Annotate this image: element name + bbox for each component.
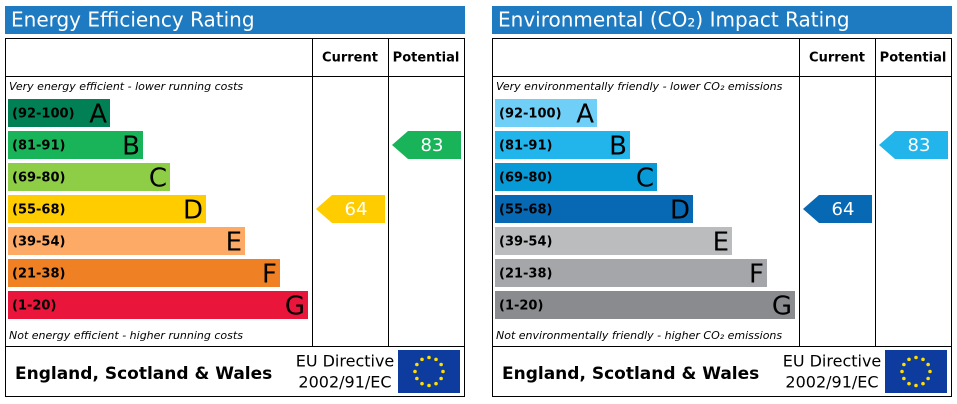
flag-star xyxy=(921,381,925,386)
column-header: Current xyxy=(322,51,378,66)
band-range: (39-54) xyxy=(499,235,552,250)
band-letter: B xyxy=(122,132,140,162)
rating-band xyxy=(8,99,110,127)
band-range: (92-100) xyxy=(12,107,75,122)
flag-star xyxy=(926,376,930,381)
frame xyxy=(5,38,465,397)
band-letter: D xyxy=(670,196,690,226)
title-bar xyxy=(5,6,465,34)
flag-star xyxy=(441,369,445,374)
flag-star xyxy=(415,362,419,367)
band-letter: F xyxy=(749,260,764,290)
flag-star xyxy=(902,376,906,381)
rating-band xyxy=(495,99,597,127)
rating-value: 64 xyxy=(832,199,855,220)
band-range: (69-80) xyxy=(499,171,552,186)
flag-star xyxy=(439,376,443,381)
rating-value: 83 xyxy=(908,135,931,156)
band-range: (55-68) xyxy=(499,203,552,218)
band-letter: C xyxy=(149,164,167,194)
band-letter: C xyxy=(636,164,654,194)
rating-arrow xyxy=(392,131,461,159)
flag-star xyxy=(914,383,918,388)
flag-star xyxy=(900,369,904,374)
band-range: (81-91) xyxy=(12,139,65,154)
bottom-note: Not energy efficient - higher running co… xyxy=(9,329,243,342)
flag-star xyxy=(434,381,438,386)
rating-band xyxy=(8,227,245,255)
band-letter: B xyxy=(609,132,627,162)
band-range: (21-38) xyxy=(12,267,65,282)
rating-value: 83 xyxy=(421,135,444,156)
flag-star xyxy=(907,357,911,362)
rating-arrow xyxy=(879,131,948,159)
band-range: (55-68) xyxy=(12,203,65,218)
rating-band xyxy=(495,259,767,287)
band-range: (1-20) xyxy=(499,299,543,314)
bottom-note: Not environmentally friendly - higher CO… xyxy=(496,329,782,342)
region: England, Scotland & Wales xyxy=(502,364,759,384)
band-range: (1-20) xyxy=(12,299,56,314)
rating-value: 64 xyxy=(345,199,368,220)
band-range: (39-54) xyxy=(12,235,65,250)
flag-star xyxy=(928,369,932,374)
panel-title: Environmental (CO₂) Impact Rating xyxy=(498,8,850,32)
flag-star xyxy=(420,381,424,386)
flag-star xyxy=(420,357,424,362)
directive: EU Directive xyxy=(783,352,882,371)
directive: EU Directive xyxy=(296,352,395,371)
flag-star xyxy=(914,355,918,360)
rating-band xyxy=(8,195,206,223)
flag-star xyxy=(415,376,419,381)
band-letter: G xyxy=(772,292,792,322)
top-note: Very energy efficient - lower running co… xyxy=(9,80,243,93)
frame xyxy=(492,38,952,397)
band-range: (69-80) xyxy=(12,171,65,186)
rating-band xyxy=(8,163,170,191)
rating-band xyxy=(8,131,143,159)
title-bar xyxy=(492,6,952,34)
band-letter: E xyxy=(226,228,242,258)
rating-band xyxy=(495,227,732,255)
band-letter: G xyxy=(285,292,305,322)
flag-star xyxy=(902,362,906,367)
column-header: Potential xyxy=(880,51,947,66)
rating-band xyxy=(495,131,630,159)
band-range: (21-38) xyxy=(499,267,552,282)
band-letter: A xyxy=(89,100,107,130)
directive-code: 2002/91/EC xyxy=(298,373,391,392)
flag-star xyxy=(921,357,925,362)
band-letter: D xyxy=(183,196,203,226)
flag-star xyxy=(907,381,911,386)
flag-star xyxy=(427,383,431,388)
region: England, Scotland & Wales xyxy=(15,364,272,384)
band-letter: E xyxy=(713,228,729,258)
rating-arrow xyxy=(803,195,872,223)
column-header: Current xyxy=(809,51,865,66)
directive-code: 2002/91/EC xyxy=(785,373,878,392)
rating-band xyxy=(8,259,280,287)
rating-band xyxy=(495,163,657,191)
band-letter: A xyxy=(576,100,594,130)
flag-star xyxy=(439,362,443,367)
rating-arrow xyxy=(316,195,385,223)
rating-band xyxy=(8,291,308,319)
panel-title: Energy Efficiency Rating xyxy=(11,8,255,32)
flag-star xyxy=(413,369,417,374)
band-range: (81-91) xyxy=(499,139,552,154)
band-letter: F xyxy=(262,260,277,290)
rating-band xyxy=(495,291,795,319)
flag-star xyxy=(926,362,930,367)
flag-star xyxy=(434,357,438,362)
flag-star xyxy=(427,355,431,360)
rating-band xyxy=(495,195,693,223)
top-note: Very environmentally friendly - lower CO… xyxy=(496,80,783,93)
column-header: Potential xyxy=(393,51,460,66)
band-range: (92-100) xyxy=(499,107,562,122)
